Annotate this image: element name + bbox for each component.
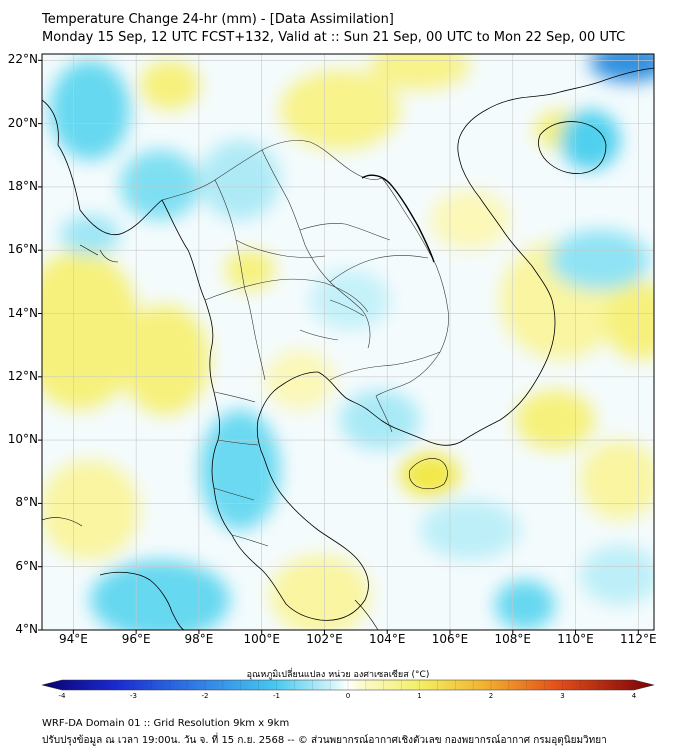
lon-label: 108°E	[494, 632, 532, 646]
axis-ticks	[38, 59, 639, 634]
lat-label: 16°N	[7, 242, 38, 257]
lat-label: 14°N	[7, 305, 38, 320]
lon-label: 106°E	[431, 632, 469, 646]
lon-label: 94°E	[58, 632, 88, 646]
colorbar-tick-label: -3	[130, 692, 137, 700]
lon-label: 102°E	[306, 632, 343, 646]
lon-label: 104°E	[368, 632, 406, 646]
chart-subtitle: Monday 15 Sep, 12 UTC FCST+132, Valid at…	[42, 30, 626, 45]
colorbar-tick-label: 4	[631, 692, 637, 700]
colorbar-bar	[41, 679, 655, 691]
temperature-field	[42, 54, 654, 630]
colorbar-tick-label: 3	[560, 692, 565, 700]
chart-title: Temperature Change 24-hr (mm) - [Data As…	[42, 12, 394, 27]
colorbar-tick-label: -1	[273, 692, 280, 700]
map-frame	[41, 53, 655, 631]
footer-update-info: ปรับปรุงข้อมูล ณ เวลา 19:00น. วัน จ. ที่…	[42, 735, 607, 746]
colorbar-tick-label: 0	[345, 692, 351, 700]
lat-label: 18°N	[7, 178, 38, 193]
colorbar-tick-label: -4	[58, 692, 66, 700]
colorbar-tick-label: 2	[488, 692, 494, 700]
lat-label: 4°N	[15, 622, 38, 636]
coastlines	[42, 67, 654, 630]
colorbar-title: อุณหภูมิเปลี่ยนแปลง หน่วย องศาเซลเซียส (…	[246, 670, 430, 680]
lat-label: 20°N	[7, 115, 38, 130]
lat-label: 6°N	[15, 558, 38, 573]
colorbar-tick-label: -2	[201, 692, 209, 700]
lat-label: 12°N	[7, 368, 38, 383]
lat-label: 22°N	[7, 52, 38, 67]
lat-label: 10°N	[7, 432, 38, 447]
colorbar-ticks	[61, 680, 635, 690]
lon-label: 100°E	[243, 632, 280, 646]
lon-label: 96°E	[121, 632, 151, 646]
footer-domain-info: WRF-DA Domain 01 :: Grid Resolution 9km …	[42, 718, 290, 729]
highlighted-border	[361, 174, 435, 263]
lat-label: 8°N	[15, 495, 38, 510]
colorbar	[41, 679, 655, 691]
lon-label: 112°E	[620, 632, 657, 646]
political-borders	[161, 140, 449, 547]
lon-label: 110°E	[557, 632, 594, 646]
lon-label: 98°E	[184, 632, 214, 646]
colorbar-tick-label: 1	[417, 692, 422, 700]
map-plot-area	[42, 54, 654, 630]
